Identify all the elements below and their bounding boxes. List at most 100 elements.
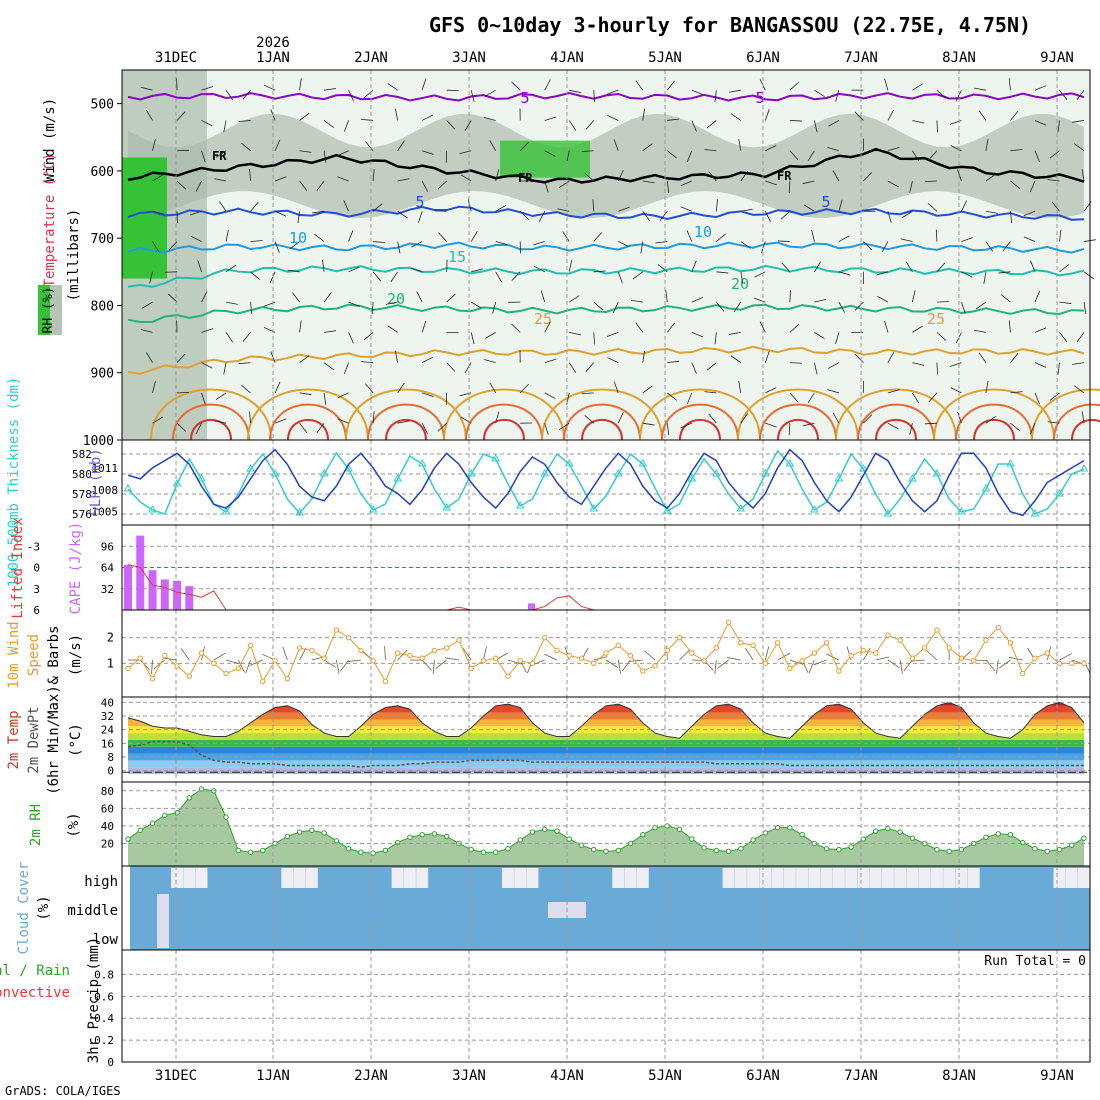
wind-barb bbox=[659, 211, 668, 221]
wind-barb bbox=[312, 210, 325, 214]
wind-speed-marker bbox=[1007, 640, 1014, 646]
wind-barb bbox=[511, 81, 521, 91]
wind-speed-marker bbox=[321, 655, 327, 661]
wind-barb bbox=[606, 331, 619, 337]
wind-barb bbox=[1010, 353, 1019, 363]
convective-contour bbox=[955, 403, 1033, 441]
wind-barb bbox=[297, 211, 300, 224]
wind-barb bbox=[877, 295, 889, 303]
thickness-marker bbox=[859, 464, 868, 472]
wind-barb bbox=[421, 659, 432, 671]
wind-barb bbox=[789, 120, 802, 122]
wind-barb bbox=[593, 270, 606, 273]
wind-barb bbox=[691, 362, 697, 374]
wind-barb bbox=[416, 291, 423, 303]
y-tick-label: 800 bbox=[91, 299, 114, 314]
wind-barb bbox=[593, 656, 608, 661]
wind-barb bbox=[544, 423, 549, 435]
rh-marker bbox=[333, 838, 340, 844]
wind-barb bbox=[215, 150, 227, 158]
wind-barb bbox=[642, 422, 655, 426]
rh-marker bbox=[529, 829, 536, 835]
wind-barb bbox=[764, 351, 770, 363]
wind-barb bbox=[201, 362, 213, 369]
wind-barb bbox=[642, 143, 653, 152]
rh-marker bbox=[885, 825, 891, 832]
wind-tick-label: 2 bbox=[107, 631, 114, 645]
convective-contour bbox=[190, 418, 232, 441]
thickness-marker bbox=[981, 484, 991, 492]
wind-barb bbox=[569, 295, 580, 303]
wind-barb bbox=[348, 266, 360, 273]
thickness-marker bbox=[148, 505, 157, 513]
wind-barb bbox=[544, 321, 551, 333]
wind-barb bbox=[544, 180, 549, 193]
wind-barb bbox=[936, 362, 938, 375]
thickness-tick-label: 580 bbox=[72, 468, 92, 481]
wind-barb bbox=[365, 141, 374, 151]
wind-barb bbox=[282, 646, 288, 661]
wind-barb bbox=[495, 204, 507, 212]
wind-speed-marker bbox=[235, 665, 242, 672]
wind-barb bbox=[581, 150, 594, 152]
ylabel-cape: CAPE (J/kg) bbox=[68, 522, 84, 615]
precip-tick-label: 0 bbox=[107, 1056, 114, 1069]
wind-speed-marker bbox=[578, 655, 585, 661]
wind-barb bbox=[470, 301, 482, 309]
wind-barb bbox=[362, 650, 374, 661]
wind-barb bbox=[928, 150, 938, 160]
wind-barb bbox=[854, 353, 864, 363]
wind-barb bbox=[985, 241, 994, 252]
wind-speed-marker bbox=[934, 627, 940, 633]
ylabel-rh-units: (%) bbox=[66, 812, 82, 837]
wind-barb bbox=[149, 271, 153, 284]
wind-barb bbox=[581, 392, 594, 395]
footer-credit: GrADS: COLA/IGES bbox=[5, 1084, 121, 1098]
rh-marker bbox=[958, 846, 965, 853]
wind-barb bbox=[1081, 169, 1085, 182]
wind-barb bbox=[642, 108, 646, 121]
temp-band bbox=[128, 746, 1084, 754]
wind-barb bbox=[828, 362, 840, 369]
wind-barb bbox=[485, 332, 496, 339]
wind-barb bbox=[337, 150, 349, 156]
wind-barb bbox=[167, 293, 178, 303]
wind-barb bbox=[691, 331, 704, 338]
wind-barb bbox=[706, 120, 717, 129]
cloud-high-clear bbox=[526, 868, 539, 888]
wind-barb bbox=[411, 241, 423, 248]
wind-barb bbox=[679, 649, 690, 661]
wind-barb bbox=[153, 659, 166, 670]
cloud-high-clear bbox=[624, 868, 637, 888]
wind-barb bbox=[978, 352, 987, 363]
wind-speed-marker bbox=[162, 652, 168, 659]
wind-speed-marker bbox=[1032, 655, 1038, 661]
wind-barb bbox=[1049, 392, 1060, 401]
wind-barb bbox=[343, 120, 349, 132]
wind-speed-marker bbox=[492, 655, 499, 661]
wind-barb bbox=[764, 211, 771, 223]
wind-barb bbox=[949, 120, 962, 125]
contour-5°C bbox=[127, 205, 1085, 221]
ylabel-2m-temp: 2m Temp bbox=[6, 710, 22, 769]
wind-barb bbox=[152, 174, 164, 182]
thickness-marker bbox=[197, 474, 206, 482]
wind-speed-marker bbox=[701, 658, 707, 664]
cloud-high-clear bbox=[967, 868, 980, 888]
convective-contour bbox=[661, 403, 739, 441]
wind-barb bbox=[397, 210, 408, 219]
wind-speed-marker bbox=[186, 673, 192, 679]
wind-speed-marker bbox=[137, 655, 143, 661]
wind-barb bbox=[316, 180, 325, 191]
wind-barb bbox=[299, 392, 312, 395]
wind-barb bbox=[140, 329, 153, 333]
cloud-high-clear bbox=[869, 868, 882, 888]
thickness-marker bbox=[540, 469, 550, 477]
wind-barb bbox=[446, 293, 456, 303]
rh-marker bbox=[713, 847, 720, 854]
wind-speed-marker bbox=[542, 634, 548, 641]
wind-barb bbox=[686, 230, 693, 242]
wind-barb bbox=[814, 332, 825, 340]
wind-barb bbox=[832, 412, 840, 424]
